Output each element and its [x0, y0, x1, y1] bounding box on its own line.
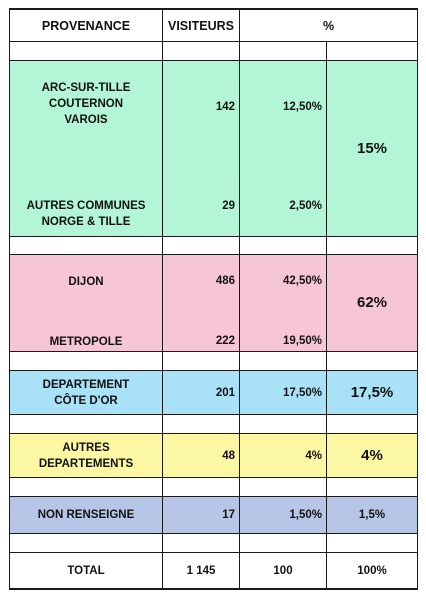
- band-dijon: [9, 255, 417, 351]
- pct-metropole: 19,50%: [282, 335, 322, 347]
- pct-autres-departements: 4%: [305, 449, 322, 462]
- label-departement: DEPARTEMENT CÔTE D'OR: [42, 378, 130, 407]
- band-communes: [9, 61, 417, 236]
- total-pct-communes: 15%: [356, 139, 388, 157]
- label-total: TOTAL: [67, 564, 105, 577]
- visiteurs-autres-communes: 29: [222, 200, 235, 212]
- visiteurs-metropole: 222: [215, 335, 235, 347]
- label-non-renseigne: NON RENSEIGNE: [37, 509, 135, 521]
- label-autres-departements: AUTRES DEPARTEMENTS: [38, 441, 134, 470]
- pct-autres-communes: 2,50%: [289, 200, 322, 212]
- label-metropole: METROPOLE: [49, 336, 123, 348]
- visiteurs-non-renseigne: 17: [222, 509, 235, 521]
- visiteurs-total: 1 145: [186, 564, 216, 577]
- visiteurs-arc-sur-tille: 142: [215, 101, 235, 113]
- pct-total: 100: [273, 564, 293, 577]
- visiteurs-autres-departements: 48: [222, 449, 235, 462]
- header-provenance: PROVENANCE: [41, 18, 131, 33]
- label-autres-communes: AUTRES COMMUNES NORGE & TILLE: [26, 200, 146, 228]
- label-arc-sur-tille: ARC-SUR-TILLE COUTERNON VAROIS: [41, 82, 131, 126]
- header-percent: %: [322, 18, 335, 33]
- band-non-renseigne: [9, 497, 417, 533]
- label-dijon: DIJON: [68, 276, 104, 288]
- visiteurs-dijon: 486: [215, 275, 235, 287]
- pct-non-renseigne: 1,50%: [289, 509, 322, 521]
- pct-arc-sur-tille: 12,50%: [282, 101, 322, 113]
- pct-dijon: 42,50%: [282, 275, 322, 287]
- band-autres-departements: [9, 434, 417, 477]
- total-pct-non-renseigne: 1,5%: [358, 509, 386, 521]
- total-pct-departement: 17,5%: [350, 383, 394, 401]
- total-pct-total: 100%: [357, 564, 387, 577]
- header-visiteurs: VISITEURS: [168, 18, 234, 33]
- pct-departement: 17,50%: [282, 386, 322, 399]
- band-departement: [9, 371, 417, 414]
- total-pct-dijon: 62%: [356, 294, 388, 311]
- total-pct-autres-departements: 4%: [361, 446, 383, 464]
- visiteurs-departement: 201: [215, 386, 235, 399]
